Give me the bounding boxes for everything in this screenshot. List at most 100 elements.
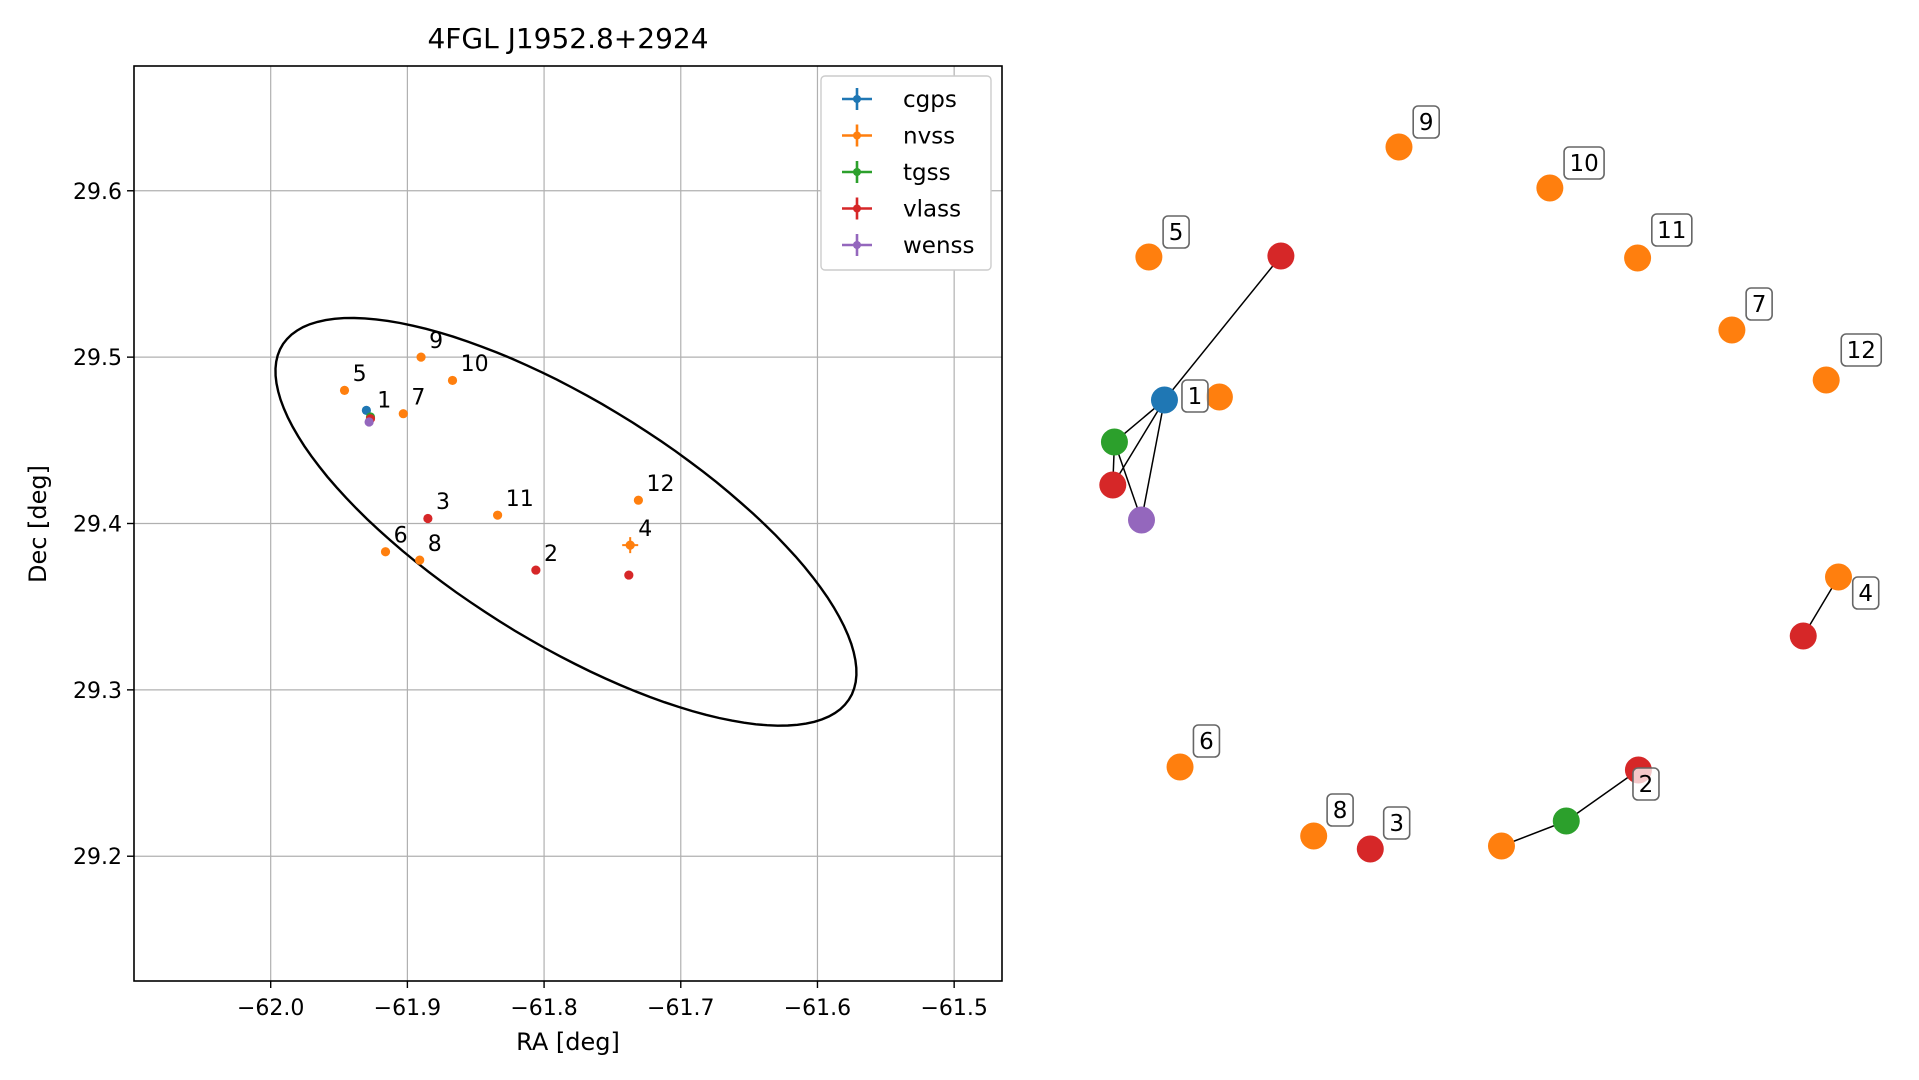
legend-marker-dot — [853, 241, 861, 249]
x-axis-ticks: −62.0 −61.9 −61.8 −61.7 −61.6 −61.5 — [237, 981, 988, 1021]
node-nvss — [1825, 563, 1852, 591]
node-vlass — [1267, 242, 1295, 270]
annotation-label: 10 — [461, 352, 489, 377]
annotation-label: 7 — [411, 385, 425, 410]
annotation-label: 9 — [429, 329, 443, 354]
node-label-box — [1840, 333, 1883, 367]
node-label: 3 — [1389, 811, 1404, 837]
node-label-box — [1651, 213, 1693, 247]
point-vlass — [624, 570, 634, 580]
node-tgss — [1100, 428, 1128, 456]
node-label: 9 — [1419, 110, 1434, 136]
node-nvss — [1624, 244, 1652, 272]
node-nvss — [1166, 753, 1194, 781]
annotation-label: 11 — [506, 487, 534, 512]
legend: cgps nvss tgss vlass wenss — [820, 75, 992, 271]
annotation-label: 12 — [646, 472, 674, 497]
node-label-box — [1745, 287, 1773, 321]
node-label: 8 — [1333, 798, 1348, 824]
x-axis-label: RA [deg] — [516, 1028, 620, 1056]
legend-marker-dot — [853, 95, 861, 103]
chart-title: 4FGL J1952.8+2924 — [427, 22, 708, 55]
ellipse-outline — [274, 316, 858, 727]
point-nvss — [339, 385, 350, 396]
x-tick-label: −61.8 — [510, 996, 577, 1021]
x-tick-label: −61.5 — [920, 996, 987, 1021]
node-vlass — [1099, 471, 1127, 499]
node-label-box — [1382, 806, 1411, 840]
legend-label-nvss: nvss — [903, 124, 955, 150]
node-cgps — [1150, 386, 1178, 414]
annotation-label: 8 — [428, 532, 442, 557]
node-label-box — [1851, 576, 1880, 610]
annotation-label: 5 — [353, 362, 367, 387]
y-tick-label: 29.5 — [73, 346, 122, 371]
node-label-box — [1181, 379, 1209, 413]
point-nvss — [493, 510, 503, 520]
legend-label-wenss: wenss — [903, 233, 975, 259]
node-label-box — [1412, 105, 1440, 139]
node-label-box — [1192, 724, 1221, 758]
node-label: 2 — [1639, 772, 1654, 798]
x-tick-label: −62.0 — [237, 996, 304, 1021]
y-tick-label: 29.6 — [73, 180, 122, 205]
node-label: 12 — [1847, 338, 1876, 364]
node-label: 11 — [1657, 218, 1686, 244]
node-label: 1 — [1188, 384, 1203, 410]
legend-marker-dot — [853, 168, 861, 176]
y-axis-ticks: 29.2 29.3 29.4 29.5 29.6 — [73, 180, 134, 870]
node-tgss — [1552, 807, 1580, 835]
point-nvss — [633, 495, 643, 505]
node-label-box — [1563, 146, 1605, 180]
legend-marker-dot — [853, 131, 861, 140]
y-tick-label: 29.2 — [73, 845, 122, 870]
point-nvss — [380, 547, 391, 557]
y-axis-label: Dec [deg] — [24, 465, 52, 583]
annotation-label: 6 — [394, 523, 408, 548]
legend-label-cgps: cgps — [903, 87, 957, 113]
node-label: 6 — [1199, 729, 1214, 755]
error-ellipse — [274, 316, 858, 727]
point-nvss — [447, 375, 458, 386]
link-line — [1112, 399, 1166, 486]
node-nvss — [1205, 383, 1233, 411]
node-label-box — [1326, 793, 1354, 827]
legend-label-vlass: vlass — [903, 197, 961, 223]
point-nvss — [416, 352, 426, 362]
y-tick-label: 29.4 — [73, 513, 122, 538]
annotation-label: 2 — [544, 542, 558, 567]
data-points — [339, 352, 643, 580]
x-tick-label: −61.6 — [784, 996, 851, 1021]
point-nvss — [398, 409, 408, 419]
annotation-label: 4 — [638, 517, 652, 542]
legend-items: cgps nvss tgss vlass wenss — [842, 87, 975, 259]
legend-label-tgss: tgss — [903, 160, 951, 186]
node-nvss — [1487, 832, 1515, 860]
link-line — [1113, 441, 1143, 521]
node-wenss — [1128, 506, 1155, 534]
x-tick-label: −61.7 — [647, 996, 714, 1021]
node-nvss — [1812, 366, 1840, 394]
link-line — [1565, 769, 1639, 822]
node-nvss — [1718, 316, 1746, 344]
source-nodes — [1099, 133, 1852, 863]
node-label: 5 — [1169, 220, 1184, 246]
point-vlass — [423, 513, 433, 524]
y-tick-label: 29.3 — [73, 679, 122, 704]
link-line — [1140, 399, 1166, 521]
node-nvss — [1300, 822, 1328, 850]
legend-marker-dot — [853, 204, 861, 213]
point-vlass — [531, 565, 541, 575]
point-nvss — [415, 555, 425, 565]
node-nvss — [1385, 133, 1413, 161]
legend-box — [820, 75, 992, 271]
point-cgps — [361, 405, 371, 415]
node-label-box — [1162, 215, 1190, 249]
link-line — [1163, 255, 1282, 401]
annotation-label: 3 — [436, 490, 450, 515]
